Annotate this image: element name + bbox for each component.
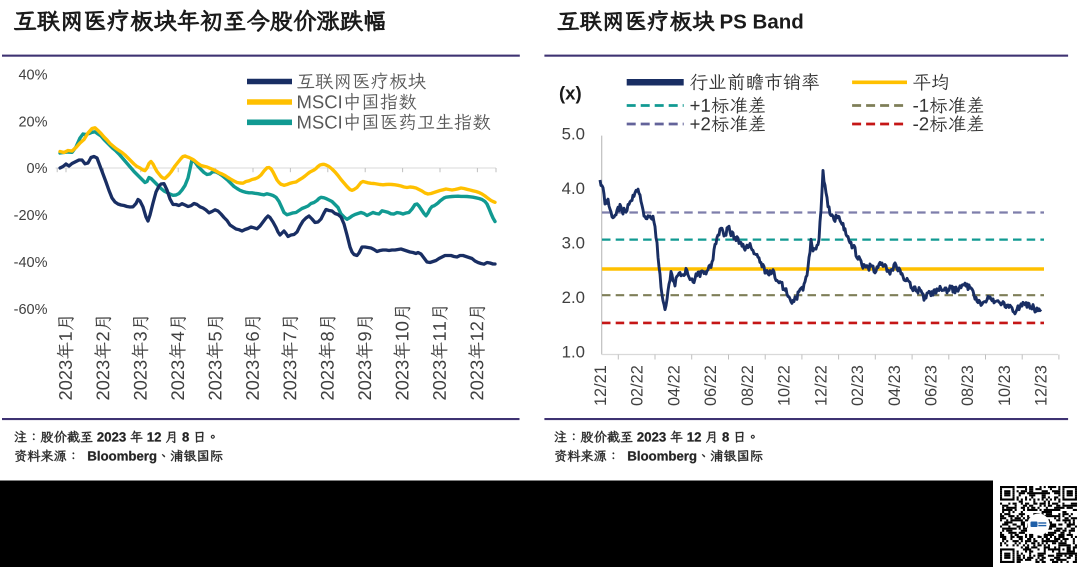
svg-text:-20%: -20%: [14, 208, 48, 224]
svg-text:02/22: 02/22: [629, 365, 647, 406]
svg-text:04/23: 04/23: [886, 365, 904, 406]
svg-text:12/23: 12/23: [1033, 365, 1051, 406]
svg-text:(x): (x): [559, 83, 582, 104]
svg-text:10/22: 10/22: [776, 365, 794, 406]
svg-text:20%: 20%: [18, 114, 47, 130]
svg-text:10/23: 10/23: [996, 365, 1014, 406]
svg-text:02/23: 02/23: [849, 365, 867, 406]
svg-text:12/22: 12/22: [812, 365, 830, 406]
svg-text:06/23: 06/23: [923, 365, 941, 406]
svg-text:-40%: -40%: [14, 255, 48, 271]
svg-text:2.0: 2.0: [562, 288, 585, 307]
svg-text:5.0: 5.0: [562, 124, 585, 143]
svg-text:40%: 40%: [18, 67, 47, 83]
svg-text:0%: 0%: [27, 161, 48, 177]
svg-text:04/22: 04/22: [665, 365, 683, 406]
svg-text:1.0: 1.0: [562, 342, 585, 361]
svg-text:PS Band: PS Band: [720, 11, 804, 34]
svg-text:08/23: 08/23: [959, 365, 977, 406]
svg-text:3.0: 3.0: [562, 233, 585, 252]
svg-text:-60%: -60%: [14, 302, 48, 318]
svg-text:06/22: 06/22: [702, 365, 720, 406]
svg-text:4.0: 4.0: [562, 179, 585, 198]
svg-text:12/21: 12/21: [592, 365, 610, 406]
svg-text:08/22: 08/22: [739, 365, 757, 406]
